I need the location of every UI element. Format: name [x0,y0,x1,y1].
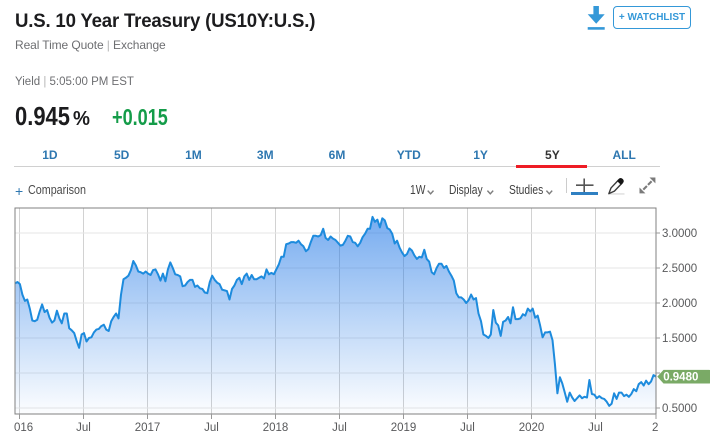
svg-text:Jul: Jul [332,422,347,434]
svg-text:2.5000: 2.5000 [662,263,697,275]
svg-text:0.9480: 0.9480 [663,372,698,384]
svg-text:016: 016 [14,422,33,434]
svg-text:0.5000: 0.5000 [662,403,697,415]
svg-text:1.5000: 1.5000 [662,333,697,345]
svg-text:2017: 2017 [135,422,161,434]
svg-text:Jul: Jul [460,422,475,434]
svg-text:2: 2 [652,422,658,434]
svg-text:2018: 2018 [263,422,289,434]
svg-text:2020: 2020 [519,422,545,434]
svg-text:Jul: Jul [76,422,91,434]
svg-text:Jul: Jul [588,422,603,434]
svg-text:Jul: Jul [204,422,219,434]
svg-text:2019: 2019 [391,422,417,434]
svg-text:2.0000: 2.0000 [662,298,697,310]
svg-text:3.0000: 3.0000 [662,228,697,240]
